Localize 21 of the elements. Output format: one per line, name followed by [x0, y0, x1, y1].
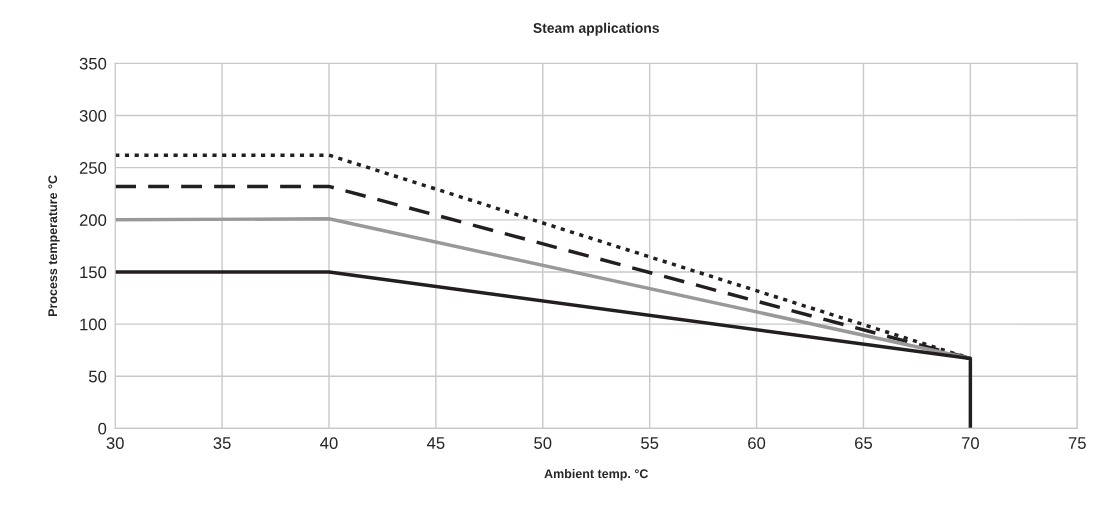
y-tick-label: 150: [80, 266, 107, 279]
chart-title: Steam applications: [533, 22, 659, 36]
x-axis-title: Ambient temp. °C: [544, 468, 649, 481]
x-tick-label: 40: [320, 437, 338, 449]
y-tick-label: 300: [79, 109, 107, 122]
x-tick-label: 30: [106, 437, 124, 449]
y-tick-label: 200: [79, 214, 107, 227]
y-axis-title: Process temperature °C: [48, 175, 60, 316]
x-tick-label: 60: [748, 437, 766, 449]
y-tick-label: 350: [79, 57, 107, 70]
y-tick-label: 50: [88, 370, 107, 383]
y-tick-label: 0: [98, 422, 107, 435]
x-tick-label: 50: [534, 437, 552, 449]
x-tick-label: 35: [213, 437, 231, 449]
x-tick-label: 75: [1068, 437, 1086, 449]
x-tick-label: 65: [855, 437, 873, 449]
y-tick-label: 100: [80, 318, 107, 331]
x-tick-label: 55: [641, 437, 659, 449]
x-tick-label: 70: [961, 437, 979, 449]
y-tick-label: 250: [79, 162, 107, 174]
x-tick-label: 45: [426, 437, 445, 449]
